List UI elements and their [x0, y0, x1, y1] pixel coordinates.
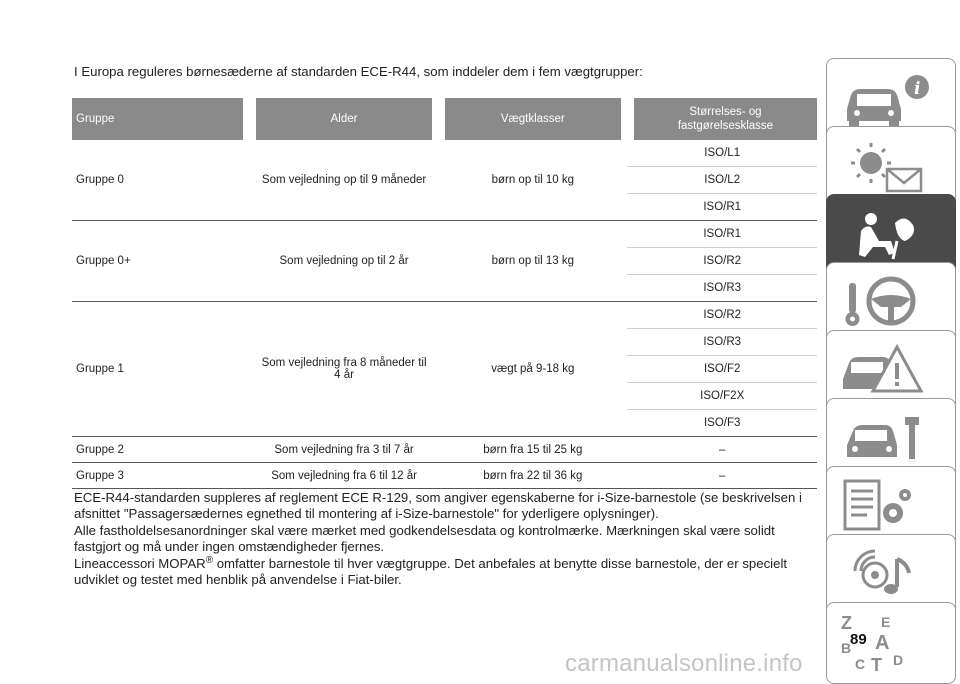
table-row: Gruppe 0 Som vejledning op til 9 måneder… [72, 140, 817, 221]
iso-cell: ISO/L1 [627, 140, 817, 167]
technical-data-icon [843, 479, 911, 531]
vaegt-cell: børn fra 22 til 36 kg [438, 462, 628, 489]
gruppe-cell: Gruppe 0+ [72, 220, 250, 302]
vaegt-cell: børn op til 10 kg [438, 140, 628, 221]
iso-cell: ISO/R1 [627, 220, 817, 248]
intro-text: I Europa reguleres børnesæderne af stand… [74, 64, 643, 79]
iso-cell: ISO/R2 [627, 301, 817, 329]
header-gruppe: Gruppe [72, 98, 250, 140]
table-row: ISO/F3 [72, 409, 817, 437]
car-info-icon: i [847, 75, 929, 127]
svg-text:i: i [914, 79, 920, 99]
seat-airbag-icon [859, 213, 914, 260]
alder-cell: Som vejledning op til 2 år [249, 220, 439, 302]
table-row: Gruppe 3 Som vejledning fra 6 til 12 år … [72, 462, 817, 489]
svg-text:A: A [875, 632, 889, 654]
key-steering-wheel-icon [845, 276, 916, 326]
iso-cell: ISO/F3 [627, 409, 817, 437]
car-maintenance-icon [847, 417, 919, 459]
weight-group-table: Gruppe Alder Vægtklasser Størrelses- og f… [72, 98, 817, 489]
table-row: ISO/F2 [72, 355, 817, 383]
alphabetical-index-icon: Z E B A C T D [841, 613, 903, 675]
iso-cell: – [627, 462, 817, 489]
table-row: ISO/R1 [72, 193, 817, 221]
table-row: ISO/R2 [72, 247, 817, 275]
iso-cell: ISO/F2 [627, 355, 817, 383]
table-header: Gruppe Alder Vægtklasser Størrelses- og f… [72, 98, 817, 140]
alder-cell: Som vejledning fra 3 til 7 år [249, 436, 439, 463]
svg-text:E: E [881, 614, 890, 630]
iso-cell: ISO/R1 [627, 193, 817, 221]
vaegt-cell: børn fra 15 til 25 kg [438, 436, 628, 463]
table-row: ISO/L2 [72, 166, 817, 194]
svg-text:D: D [893, 652, 903, 668]
paragraph: Alle fastholdelsesanordninger skal være … [74, 522, 775, 555]
alder-cell: Som vejledning op til 9 måneder [249, 140, 439, 221]
table-row: Gruppe 2 Som vejledning fra 3 til 7 år b… [72, 436, 817, 463]
table-row: ISO/F2X [72, 382, 817, 410]
svg-text:Z: Z [841, 613, 852, 633]
gruppe-cell: Gruppe 3 [72, 462, 250, 489]
iso-cell: ISO/L2 [627, 166, 817, 194]
svg-text:B: B [841, 640, 851, 656]
iso-cell: ISO/F2X [627, 382, 817, 410]
alder-cell: Som vejledning fra 8 måneder til 4 år [249, 301, 439, 437]
page-number: 89 [850, 631, 867, 648]
gruppe-cell: Gruppe 2 [72, 436, 250, 463]
warning-lights-icon [851, 143, 923, 193]
iso-cell: ISO/R3 [627, 328, 817, 356]
table-row: Gruppe 1 Som vejledning fra 8 måneder ti… [72, 301, 817, 437]
car-warning-icon [843, 343, 924, 393]
header-vaegtklasser: Vægtklasser [431, 98, 628, 140]
iso-cell: – [627, 436, 817, 463]
table-row: ISO/R3 [72, 328, 817, 356]
table-row: ISO/R3 [72, 274, 817, 302]
iso-cell: ISO/R2 [627, 247, 817, 275]
chapter-tab-index[interactable]: Z E B A C T D [826, 602, 956, 684]
header-alder: Alder [243, 98, 439, 140]
paragraph: ECE-R44-standarden suppleres af reglemen… [74, 490, 802, 522]
vaegt-cell: børn op til 13 kg [438, 220, 628, 302]
paragraph: Lineaccessori MOPAR® omfatter barnestole… [74, 554, 788, 588]
multimedia-icon [853, 549, 911, 594]
iso-cell: ISO/R3 [627, 274, 817, 302]
body-text: ECE-R44-standarden suppleres af reglemen… [74, 490, 804, 588]
gruppe-cell: Gruppe 1 [72, 301, 250, 437]
table-row: Gruppe 0+ Som vejledning op til 2 år bør… [72, 220, 817, 302]
svg-text:T: T [871, 655, 882, 675]
svg-text:C: C [855, 656, 865, 672]
gruppe-cell: Gruppe 0 [72, 140, 250, 221]
watermark: carmanualsonline.info [565, 650, 803, 677]
header-stoerrelsesklasse: Størrelses- og fastgørelsesklasse [620, 98, 817, 140]
alder-cell: Som vejledning fra 6 til 12 år [249, 462, 439, 489]
vaegt-cell: vægt på 9-18 kg [438, 301, 628, 437]
